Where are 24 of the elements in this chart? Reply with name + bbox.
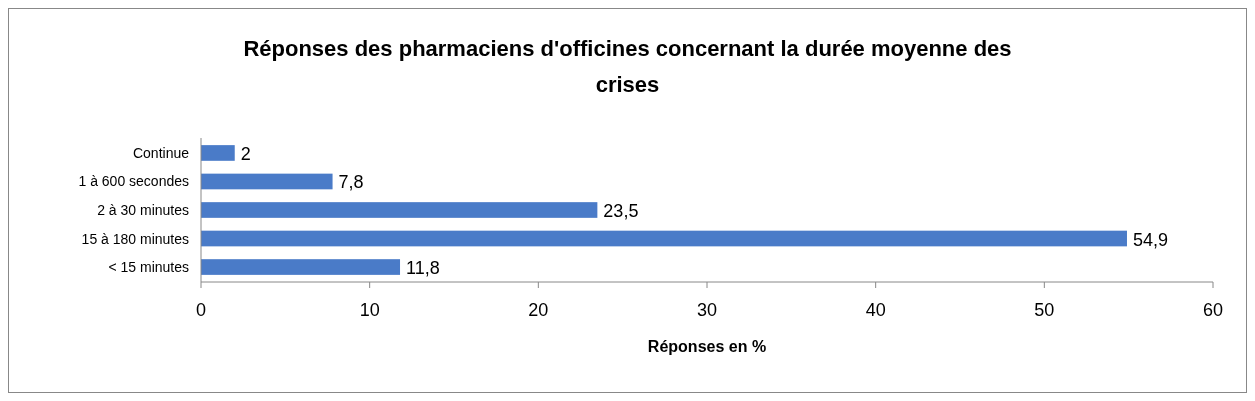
data-label: 7,8 [338, 172, 364, 193]
data-label: 2 [240, 143, 251, 164]
y-tick-label: 15 à 180 minutes [81, 230, 189, 247]
x-tick-label: 30 [696, 300, 718, 320]
x-tick-label: 40 [865, 300, 886, 320]
x-tick-label: 60 [1202, 300, 1224, 320]
x-tick-label: 50 [1034, 300, 1055, 320]
x-axis-title: Réponses en % [647, 338, 767, 355]
y-tick-label: 1 à 600 secondes [78, 173, 189, 190]
y-tick-label: < 15 minutes [108, 259, 189, 276]
bar [201, 230, 1127, 247]
data-label: 54,9 [1132, 229, 1169, 250]
bar [201, 259, 401, 275]
x-tick-label: 0 [195, 300, 207, 320]
y-tick-label: Continue [132, 144, 190, 161]
bar [201, 145, 235, 161]
data-label: 23,5 [603, 201, 639, 221]
y-tick-label: 2 à 30 minutes [97, 202, 189, 218]
bar [201, 202, 598, 218]
chart-title: Réponses des pharmaciens d'officines concernant la durée moyenne des crises [243, 36, 1012, 97]
bar [201, 173, 333, 190]
x-tick-label: 20 [528, 300, 549, 320]
x-tick-label: 10 [359, 300, 380, 320]
data-label: 11,8 [406, 258, 440, 279]
